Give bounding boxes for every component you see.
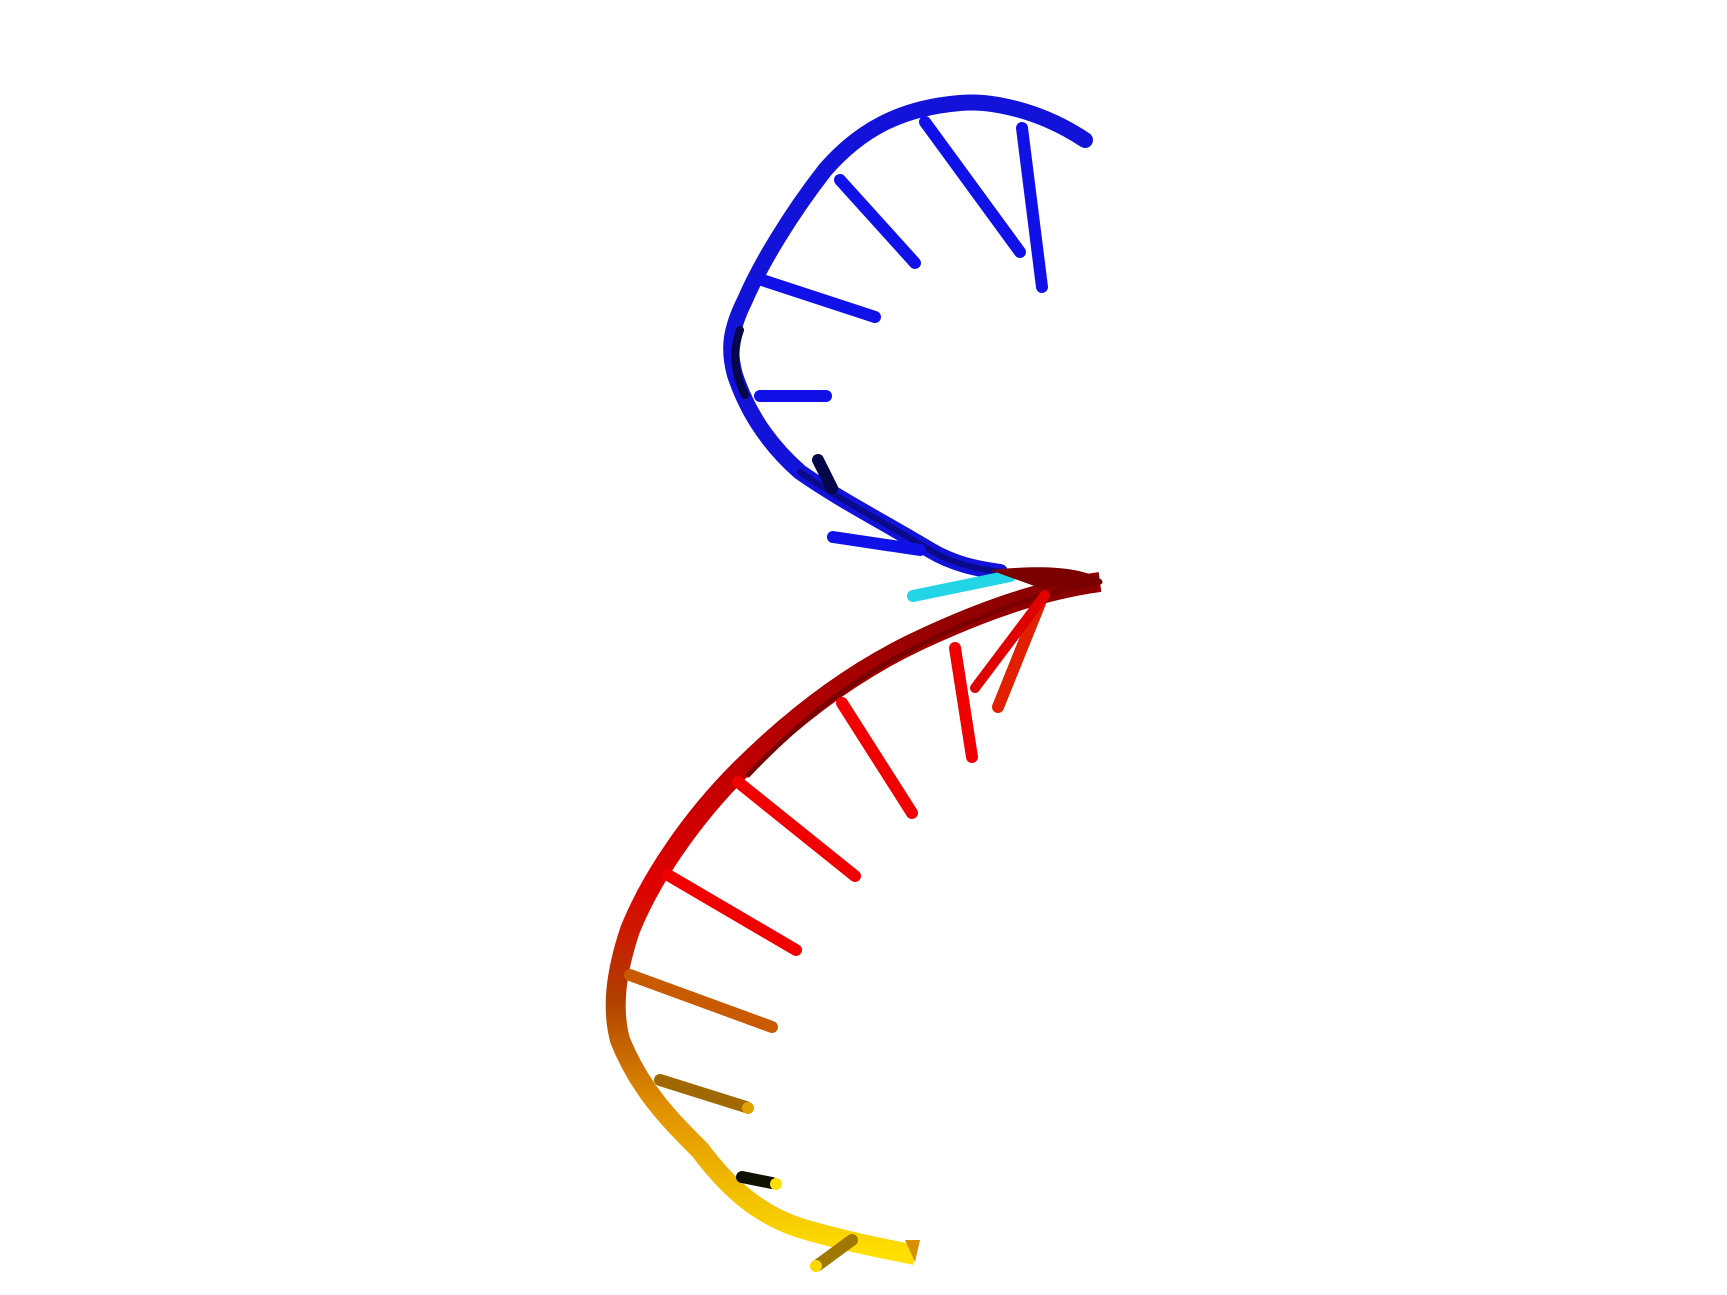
lower-base-rod-10-tip [810, 1260, 822, 1272]
strand-junction [990, 567, 1102, 588]
lower-base-rod-4 [836, 697, 918, 819]
upper-base-rod-3 [834, 174, 921, 269]
upper-base-rod-7 [827, 531, 926, 556]
lower-base-rod-3 [949, 642, 978, 763]
upper-strand-group [723, 94, 1093, 602]
lower-base-rod-10 [812, 1234, 858, 1271]
upper-base-rod-4 [756, 274, 881, 323]
upper-base-rod-2 [919, 116, 1026, 258]
lower-base-rod-7 [624, 969, 778, 1033]
lower-base-rod-9 [736, 1171, 778, 1189]
lower-backbone-shadow [745, 579, 1103, 778]
upper-base-rod-cyan [907, 570, 1016, 602]
lower-base-rod-9-tip [770, 1178, 782, 1190]
lower-base-rod-1 [992, 597, 1046, 713]
lower-base-rod-8-tip [742, 1102, 754, 1114]
lower-ribbon-end [905, 1240, 920, 1262]
upper-base-rod-1 [1016, 122, 1048, 293]
lower-strand-group [605, 572, 1103, 1272]
lower-base-rod-8 [654, 1074, 752, 1113]
lower-base-rod-2 [970, 590, 1050, 693]
upper-base-rod-6 [812, 454, 838, 494]
lower-backbone-ribbon [605, 572, 1102, 1265]
lower-base-rod-5 [732, 776, 861, 882]
lower-base-rod-6 [662, 869, 802, 956]
upper-backbone-shadow [731, 326, 749, 399]
